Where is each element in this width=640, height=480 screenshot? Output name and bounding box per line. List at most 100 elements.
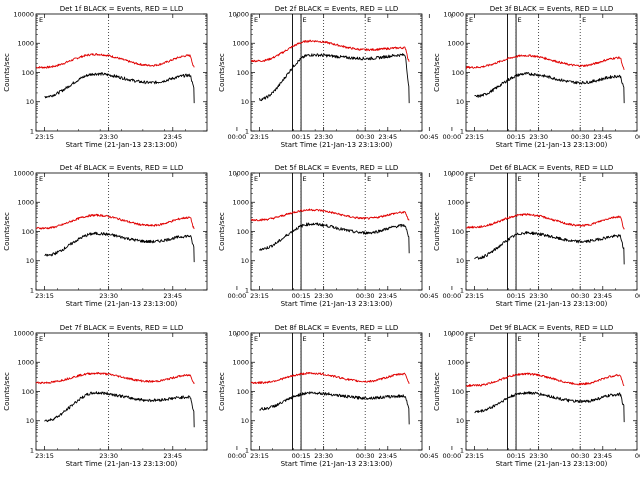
y-tick-label: 10000 [13,169,34,177]
panel-title: Det 2f BLACK = Events, RED = LLD [275,5,398,13]
x-axis-label: Start Time (21-Jan-13 23:13:00) [281,460,393,468]
event-marker-label: E [582,175,586,183]
y-tick-label: 10 [456,417,464,425]
event-marker-label: E [254,175,258,183]
x-tick-label: 00:15 [507,133,526,141]
y-axis-label: Counts/sec [218,53,226,92]
y-tick-label: 1000 [17,40,34,48]
x-tick-label: 23:15 [465,133,484,141]
y-tick-label: 10000 [228,10,249,18]
x-tick-label: 23:15 [250,292,269,300]
x-tick-label: 00:45 [420,133,439,141]
y-tick-label: 10000 [443,329,464,337]
y-tick-label: 1 [460,286,464,294]
x-tick-label: 23:45 [163,452,182,460]
y-tick-label: 1 [245,286,249,294]
y-axis-label: Counts/sec [3,372,11,411]
panel-title: Det 6f BLACK = Events, RED = LLD [490,164,613,172]
x-tick-label: 00:45 [635,292,640,300]
x-tick-label: 00:00 [443,292,462,300]
x-tick-label: 00:00 [228,133,247,141]
x-tick-label: 23:45 [593,452,612,460]
x-tick-label: 00:15 [292,452,311,460]
y-tick-label: 10000 [443,169,464,177]
y-tick-label: 1000 [232,359,249,367]
plot-frame [250,13,423,132]
series-lld-line [35,53,195,69]
x-tick-label: 23:45 [378,133,397,141]
y-tick-label: 100 [237,69,249,77]
event-marker-label: E [582,335,586,343]
y-axis-label: Counts/sec [433,53,441,92]
x-tick-label: 23:30 [314,133,333,141]
y-tick-label: 10000 [443,10,464,18]
x-tick-label: 23:15 [35,133,54,141]
y-axis-label: Counts/sec [3,212,11,251]
panel-4: Det 4f BLACK = Events, RED = LLD11010010… [3,164,439,308]
panel-title: Det 7f BLACK = Events, RED = LLD [60,324,183,332]
event-marker-label: E [39,16,43,24]
x-tick-label: 00:30 [356,133,375,141]
event-marker-label: E [367,16,371,24]
y-tick-label: 1000 [17,359,34,367]
y-axis-label: Counts/sec [433,372,441,411]
x-tick-label: 23:45 [593,133,612,141]
event-marker-label: E [254,16,258,24]
series-lld-line [250,371,410,385]
series-events-line [44,72,195,104]
x-tick-label: 00:30 [571,292,590,300]
x-tick-label: 23:30 [99,452,118,460]
panel-8: Det 8f BLACK = Events, RED = LLD11010010… [218,324,640,468]
x-tick-label: 00:15 [507,452,526,460]
y-tick-label: 1 [460,446,464,454]
x-tick-label: 00:00 [228,452,247,460]
series-events-line [259,391,410,425]
series-lld-line [465,54,625,70]
event-marker-label: E [518,335,522,343]
plot-frame [250,172,423,291]
y-tick-label: 100 [452,228,464,236]
series-events-line [259,53,410,104]
x-tick-label: 23:30 [529,292,548,300]
y-tick-label: 1 [30,127,34,135]
panel-title: Det 3f BLACK = Events, RED = LLD [490,5,613,13]
x-tick-label: 00:45 [420,452,439,460]
y-tick-label: 100 [452,69,464,77]
panel-title: Det 4f BLACK = Events, RED = LLD [60,164,183,172]
event-marker-label: E [254,335,258,343]
x-axis-label: Start Time (21-Jan-13 23:13:00) [281,141,393,149]
plot-frame [250,332,423,451]
y-tick-label: 1000 [447,40,464,48]
series-lld-line [35,371,195,385]
x-tick-label: 00:45 [420,292,439,300]
event-marker-label: E [518,175,522,183]
panel-title: Det 8f BLACK = Events, RED = LLD [275,324,398,332]
y-tick-label: 10000 [13,329,34,337]
x-tick-label: 23:45 [378,452,397,460]
x-tick-label: 23:30 [99,292,118,300]
x-tick-label: 23:45 [378,292,397,300]
y-tick-label: 100 [22,228,34,236]
x-tick-label: 00:15 [507,292,526,300]
x-tick-label: 23:15 [465,452,484,460]
x-axis-label: Start Time (21-Jan-13 23:13:00) [66,460,178,468]
x-tick-label: 23:15 [35,452,54,460]
x-axis-label: Start Time (21-Jan-13 23:13:00) [66,300,178,308]
panel-title: Det 1f BLACK = Events, RED = LLD [60,5,183,13]
series-lld-line [250,39,410,63]
y-tick-label: 100 [22,388,34,396]
y-axis-label: Counts/sec [218,372,226,411]
x-tick-label: 23:45 [163,133,182,141]
y-tick-label: 1000 [17,199,34,207]
x-tick-label: 00:30 [356,292,375,300]
panel-title: Det 5f BLACK = Events, RED = LLD [275,164,398,172]
y-axis-label: Counts/sec [218,212,226,251]
series-events-line [259,222,410,254]
panel-3: Det 3f BLACK = Events, RED = LLD 1 10 100 10… [433,5,638,149]
x-tick-label: 00:30 [356,452,375,460]
series-lld-line [250,208,410,222]
series-events-line [474,391,625,423]
y-tick-label: 10 [26,417,34,425]
y-tick-label: 1000 [232,40,249,48]
